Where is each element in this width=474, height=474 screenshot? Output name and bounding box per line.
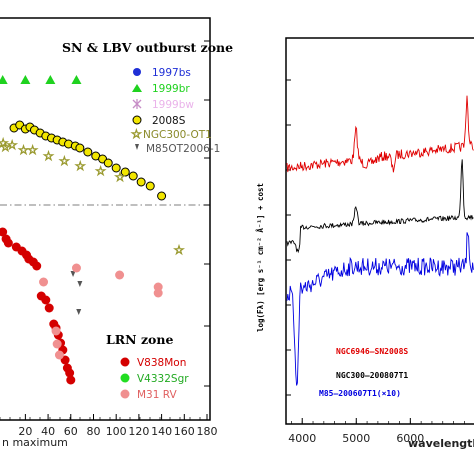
left-x-tick-label: 100: [106, 425, 127, 438]
point-1999br: [71, 75, 82, 84]
legend-label-m85: M85OT2006-1: [146, 143, 220, 155]
spectrum-red: [286, 95, 474, 173]
left-x-tick-label: 80: [86, 425, 100, 438]
point-ngc300-ot1: ☆: [18, 143, 29, 157]
legend-marker-ngc300: ☆: [131, 127, 142, 141]
point-2008s: [145, 181, 155, 191]
legend-label-v838mon: V838Mon: [137, 357, 186, 369]
point-v838mon: [44, 303, 54, 313]
point-m85ot2006-1: [76, 309, 82, 315]
point-2008s: [128, 171, 138, 181]
point-m31-rv: [153, 288, 163, 298]
left-plot: 20 40 60 80 100 120 140 160 180 ☆☆☆ ☆☆ ☆ ☆ ☆ ☆ ☆☆ SN &…: [0, 17, 233, 449]
legend-lower: V838Mon V4332Sgr M31 RV: [120, 357, 189, 401]
legend-marker-1999br: [132, 84, 142, 92]
point-ngc300-ot1: ☆: [115, 170, 126, 184]
left-x-ticks: 20 40 60 80 100 120 140 160 180: [0, 414, 218, 438]
left-x-tick-label: 140: [151, 425, 172, 438]
right-plot: 4000 5000 6000 log(Fλ) [erg s⁻¹ cm⁻² Å⁻¹] …: [256, 37, 474, 450]
left-x-tick-label: 180: [197, 425, 218, 438]
point-m31-rv: [52, 339, 62, 349]
point-ngc300-ot1: ☆: [27, 143, 38, 157]
left-data-marks: ☆☆☆ ☆☆ ☆ ☆ ☆ ☆ ☆☆: [0, 75, 185, 385]
point-2008s: [111, 163, 121, 173]
point-v838mon: [0, 227, 8, 237]
point-ngc300-ot1: ☆: [59, 154, 70, 168]
point-1999br: [0, 75, 8, 84]
point-ngc300-ot1: ☆: [95, 164, 106, 178]
right-x-tick-label: 4000: [288, 432, 316, 445]
legend-marker-2008S: [132, 115, 142, 125]
point-ngc300-ot1: ☆: [7, 138, 18, 152]
legend-label-2008S: 2008S: [152, 115, 186, 127]
point-2008s: [136, 177, 146, 187]
point-2008s: [83, 147, 93, 157]
legend-label-1997bs: 1997bs: [152, 67, 191, 79]
point-v838mon: [65, 368, 75, 378]
left-y-ticks: [204, 40, 210, 387]
point-v838mon: [41, 295, 51, 305]
point-m85ot2006-1: [70, 271, 76, 277]
point-1999br: [45, 75, 56, 84]
spectrum-label-red: NGC6946–SN2008S: [336, 347, 408, 356]
legend-marker-1999bw: [132, 99, 142, 109]
point-ngc300-ot1: ☆: [75, 159, 86, 173]
point-2008s: [120, 167, 130, 177]
left-x-axis-label: n maximum: [2, 436, 68, 449]
legend-marker-1997bs: [133, 68, 141, 76]
right-y-axis-label: log(Fλ) [erg s⁻¹ cm⁻² Å⁻¹] + cost: [256, 183, 265, 332]
left-plot-frame: [0, 17, 211, 421]
zone-label-lower: LRN zone: [106, 332, 173, 347]
spectrum-black: [286, 159, 474, 254]
right-y-ticks: [286, 79, 291, 396]
legend-label-m31rv: M31 RV: [137, 389, 177, 401]
legend-label-v4332sgr: V4332Sgr: [137, 373, 189, 385]
point-2008s: [75, 143, 85, 153]
point-ngc300-ot1: ☆: [174, 243, 185, 257]
zone-label-upper: SN & LBV outburst zone: [62, 40, 233, 55]
left-x-tick-label: 60: [64, 425, 78, 438]
point-2008s: [103, 158, 113, 168]
point-v838mon: [3, 238, 13, 248]
point-1999br: [20, 75, 31, 84]
point-m31-rv: [115, 270, 125, 280]
point-m31-rv: [39, 277, 49, 287]
legend-label-1999bw: 1999bw: [152, 99, 194, 111]
left-x-tick-label: 120: [128, 425, 149, 438]
point-v838mon: [32, 261, 42, 271]
point-ngc300-ot1: ☆: [43, 149, 54, 163]
right-x-axis-label: wavelength (: [408, 437, 474, 450]
left-x-tick-label: 20: [18, 425, 32, 438]
legend-label-1999br: 1999br: [152, 83, 190, 95]
legend-label-ngc300: NGC300-OT1: [143, 129, 212, 141]
point-m31-rv: [71, 263, 81, 273]
spectra: [286, 95, 474, 386]
right-plot-frame: [285, 37, 474, 425]
left-x-tick-label: 160: [174, 425, 195, 438]
left-x-tick-label: 40: [41, 425, 55, 438]
legend-marker-v838mon: [120, 357, 130, 367]
point-ngc300-ot1: ☆: [0, 140, 11, 154]
right-x-tick-label: 6000: [396, 432, 424, 445]
legend-marker-m85: [135, 144, 139, 150]
spectrum-label-blue: M85–200607T1(×10): [319, 389, 401, 398]
legend-marker-m31rv: [120, 389, 130, 399]
point-m31-rv: [54, 350, 64, 360]
right-x-tick-label: 5000: [342, 432, 370, 445]
point-v838mon: [66, 375, 76, 385]
spectrum-blue: [286, 232, 474, 386]
legend-marker-v4332sgr: [120, 373, 130, 383]
right-x-ticks: 4000 5000 6000: [288, 418, 465, 445]
point-2008s: [157, 191, 167, 201]
point-m31-rv: [51, 326, 61, 336]
point-ngc300-ot1: ☆: [0, 136, 8, 150]
legend-upper: 1997bs 1999br 1999bw 2008S ☆ NGC300-OT1 …: [131, 67, 221, 155]
point-m85ot2006-1: [77, 281, 83, 287]
spectrum-label-black: NGC300–200807T1: [336, 371, 408, 380]
